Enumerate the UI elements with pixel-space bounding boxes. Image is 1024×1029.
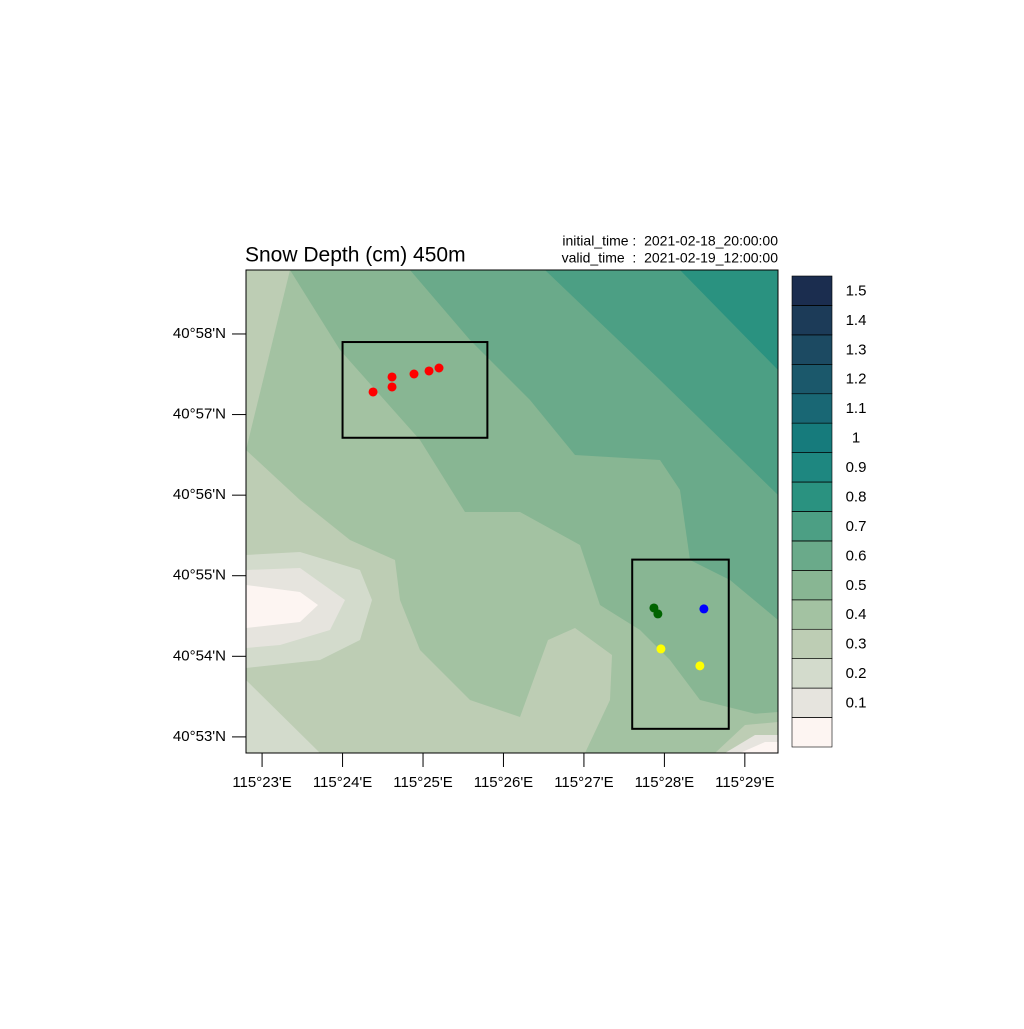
colorbar-swatch (791, 511, 833, 542)
colorbar-label: 1.5 (846, 282, 867, 299)
x-tick-label: 115°28'E (635, 774, 694, 791)
colorbar-label: 0.9 (846, 459, 867, 476)
colorbar-label: 0.5 (846, 577, 867, 594)
chart-title: Snow Depth (cm) 450m (245, 244, 466, 267)
colorbar-swatch (791, 570, 833, 601)
y-tick-label: 40°54'N (173, 647, 226, 664)
colorbar-swatch (791, 628, 833, 659)
colorbar-label: 0.8 (846, 488, 867, 505)
station-point (699, 604, 709, 614)
station-point (434, 363, 444, 373)
station-point (368, 387, 378, 397)
x-tick-label: 115°27'E (554, 774, 613, 791)
colorbar-swatch (791, 422, 833, 453)
station-point (695, 661, 705, 671)
contour-fill (246, 270, 778, 753)
x-tick-label: 115°29'E (715, 774, 774, 791)
contour-region (246, 680, 320, 753)
info-text: initial_time : 2021-02-18_20:00:00 (562, 233, 778, 249)
colorbar-label: 0.4 (846, 606, 867, 623)
contour-region (545, 270, 778, 495)
colorbar-swatch (791, 275, 833, 306)
x-tick-label: 115°25'E (393, 774, 452, 791)
colorbar-swatch (791, 717, 833, 748)
y-tick-label: 40°55'N (173, 567, 226, 584)
x-tick-label: 115°23'E (232, 774, 291, 791)
colorbar-label: 1.4 (846, 312, 867, 329)
colorbar-label: 1 (852, 430, 860, 447)
colorbar-swatch (791, 481, 833, 512)
colorbar-swatch (791, 540, 833, 571)
y-tick-label: 40°58'N (173, 325, 226, 342)
colorbar-swatch (791, 305, 833, 336)
colorbar-swatch (791, 393, 833, 424)
region-box (341, 341, 489, 439)
contour-region (246, 270, 290, 450)
x-tick-label: 115°24'E (313, 774, 372, 791)
station-point (424, 366, 434, 376)
station-point (387, 372, 397, 382)
colorbar-swatch (791, 599, 833, 630)
colorbar-swatch (791, 658, 833, 689)
colorbar-label: 0.3 (846, 636, 867, 653)
region-box (631, 558, 730, 730)
plot-frame (245, 269, 779, 754)
contour-region (680, 270, 778, 370)
colorbar-label: 0.6 (846, 547, 867, 564)
colorbar-label: 0.2 (846, 665, 867, 682)
y-tick-label: 40°57'N (173, 406, 226, 423)
colorbar-label: 0.1 (846, 695, 867, 712)
info-text: valid_time : 2021-02-19_12:00:00 (562, 250, 779, 266)
station-point (387, 382, 397, 392)
x-tick-label: 115°26'E (474, 774, 533, 791)
station-point (653, 609, 663, 619)
colorbar-label: 1.1 (846, 400, 867, 417)
colorbar-swatch (791, 452, 833, 483)
contour-region (740, 742, 778, 753)
colorbar-label: 0.7 (846, 518, 867, 535)
colorbar-swatch (791, 334, 833, 365)
colorbar-swatch (791, 687, 833, 718)
colorbar-label: 1.3 (846, 341, 867, 358)
contour-region (246, 585, 318, 628)
y-tick-label: 40°56'N (173, 486, 226, 503)
y-tick-label: 40°53'N (173, 728, 226, 745)
station-point (656, 644, 666, 654)
colorbar-label: 1.2 (846, 371, 867, 388)
station-point (409, 369, 419, 379)
colorbar-swatch (791, 364, 833, 395)
